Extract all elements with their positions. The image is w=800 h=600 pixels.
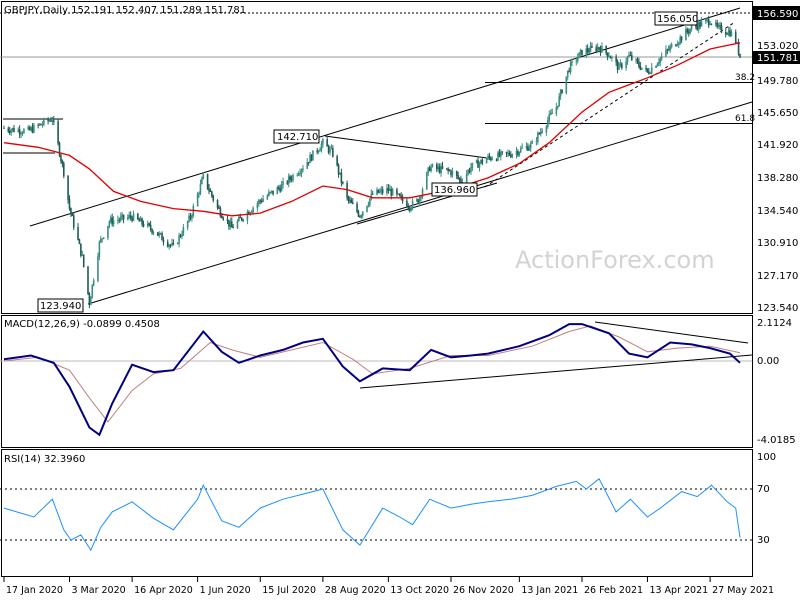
- x-axis: 17 Jan 2020 3 Mar 2020 16 Apr 2020 1 Jun 20…: [3, 577, 774, 596]
- svg-text:142.710: 142.710: [277, 132, 318, 143]
- x-tick-label: 26 Nov 2020: [453, 585, 514, 596]
- x-tick-label: 3 Mar 2020: [71, 585, 125, 596]
- y-tick-134540: 134.540: [757, 206, 798, 217]
- rsi-pane: [1, 449, 753, 577]
- macd-signal-line: [3, 325, 741, 423]
- price-bars: [3, 15, 741, 309]
- fib-61-label: 61.8: [735, 114, 755, 124]
- y-tick-153020: 153.020: [757, 41, 798, 52]
- macd-line: [3, 323, 741, 437]
- x-tick-label: 15 Jul 2020: [262, 585, 316, 596]
- x-tick-label: 27 May 2021: [712, 585, 774, 596]
- y-tick-149780: 149.780: [757, 76, 798, 87]
- svg-text:151.781: 151.781: [757, 53, 798, 64]
- y-tick-123540: 123.540: [757, 303, 798, 314]
- y-tick-127170: 127.170: [757, 271, 798, 282]
- macd-header: MACD(12,26,9) -0.0899 0.4508: [4, 319, 160, 330]
- x-tick-label: 28 Aug 2020: [325, 585, 386, 596]
- rsi-line: [3, 478, 741, 552]
- dashed-trendline: [484, 21, 736, 188]
- triangle-top-line: [324, 135, 488, 159]
- rsi-tick-30: 30: [757, 535, 770, 546]
- macd-tick-bottom: -4.0185: [757, 435, 796, 446]
- annotation-136960: 136.960: [431, 182, 478, 197]
- macd-tick-zero: 0.00: [757, 356, 779, 367]
- macd-pane: [1, 315, 753, 448]
- moving-average-line: [3, 42, 741, 217]
- x-tick-label: 1 Jun 2020: [200, 585, 251, 596]
- annotation-123940: 123.940: [37, 298, 84, 313]
- channel-upper-line: [29, 7, 741, 227]
- watermark: ActionForex.com: [515, 246, 715, 274]
- price-header: GBPJPY,Daily 152.191 152.407 151.289 151…: [4, 5, 246, 16]
- annotation-142710: 142.710: [273, 129, 320, 144]
- macd-lower-trendline: [359, 354, 753, 389]
- rsi-tick-70: 70: [757, 484, 770, 495]
- x-tick-label: 13 Oct 2020: [390, 585, 449, 596]
- rsi-header: RSI(14) 32.3960: [4, 454, 85, 465]
- svg-text:136.960: 136.960: [434, 185, 475, 196]
- annotation-156050: 156.050: [654, 11, 698, 26]
- y-tick-last-price: 151.781: [753, 51, 800, 64]
- price-y-axis: 156.590 153.020 151.781 149.780 145.650 …: [753, 6, 800, 314]
- x-tick-label: 16 Apr 2020: [134, 585, 193, 596]
- rsi-tick-100: 100: [757, 452, 776, 463]
- macd-tick-top: 2.1124: [757, 318, 792, 329]
- y-tick-156590: 156.590: [753, 6, 800, 20]
- macd-upper-trendline: [594, 321, 749, 344]
- y-tick-141920: 141.920: [757, 140, 798, 151]
- price-pane: [1, 1, 753, 314]
- fib-38-label: 38.2: [735, 73, 755, 83]
- svg-text:123.940: 123.940: [40, 301, 81, 312]
- x-tick-label: 26 Feb 2021: [584, 585, 643, 596]
- y-tick-145650: 145.650: [757, 108, 798, 119]
- x-tick-label: 13 Apr 2021: [649, 585, 708, 596]
- svg-text:156.050: 156.050: [657, 14, 698, 25]
- x-tick-label: 17 Jan 2020: [6, 585, 63, 596]
- x-tick-label: 13 Jan 2021: [521, 585, 578, 596]
- svg-text:156.590: 156.590: [757, 9, 798, 20]
- y-tick-138280: 138.280: [757, 173, 798, 184]
- y-tick-130910: 130.910: [757, 238, 798, 249]
